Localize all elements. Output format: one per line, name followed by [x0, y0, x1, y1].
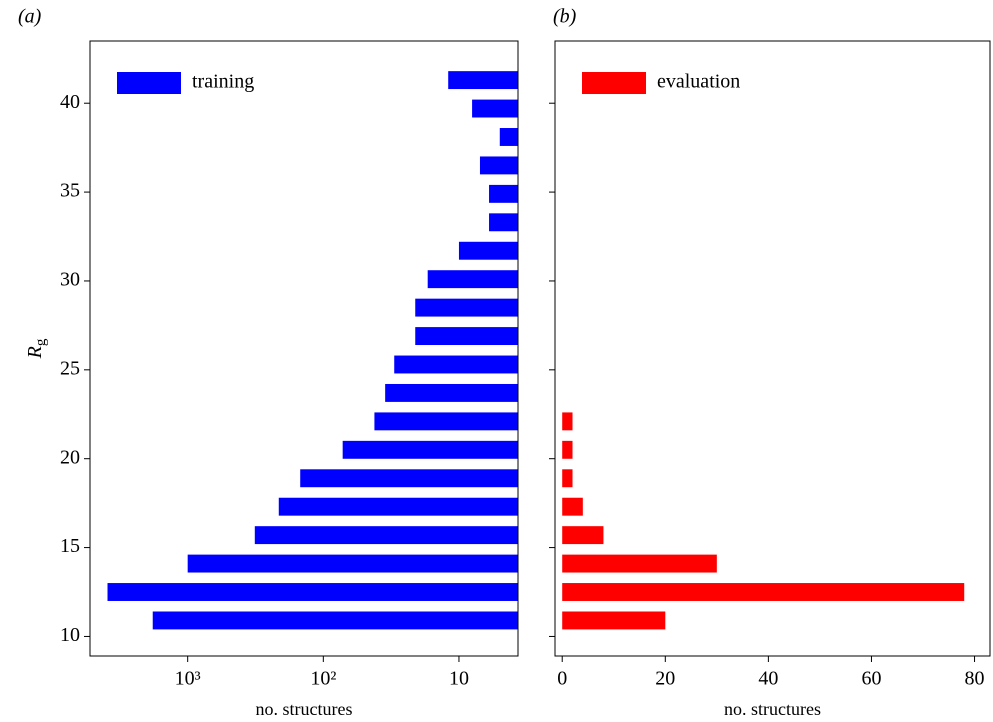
y-tick-label: 10 [60, 624, 80, 646]
bar [562, 526, 604, 545]
panel-label: (b) [553, 6, 577, 28]
x-tick-label: 0 [557, 668, 567, 690]
bar [278, 497, 518, 516]
bar [458, 241, 518, 260]
x-tick-label: 10² [310, 668, 336, 690]
bar [562, 554, 717, 573]
bar [300, 469, 518, 488]
legend-label: training [192, 71, 254, 93]
bar [415, 327, 518, 346]
bar [448, 71, 518, 90]
panel-label: (a) [18, 6, 42, 28]
bar [489, 184, 518, 203]
bar [562, 497, 583, 516]
bar [152, 611, 519, 630]
y-tick-label: 15 [60, 535, 80, 557]
bar [187, 554, 518, 573]
axes-frame [89, 40, 519, 657]
bar [427, 270, 518, 289]
bar [342, 440, 518, 459]
bar [254, 526, 518, 545]
bar [489, 213, 518, 232]
bar [562, 469, 573, 488]
x-axis-label: no. structures [256, 699, 353, 719]
y-tick-label: 20 [60, 446, 80, 468]
x-tick-label: 20 [655, 668, 675, 690]
bar [107, 583, 518, 601]
bar [499, 128, 518, 146]
bar [394, 355, 518, 374]
y-axis-label-sub: g [33, 338, 49, 346]
x-tick-label: 40 [758, 668, 778, 690]
y-tick-label: 30 [60, 269, 80, 291]
y-tick-label: 40 [60, 91, 80, 113]
bar [562, 583, 965, 601]
y-tick-label: 35 [60, 180, 80, 202]
x-tick-label: 80 [965, 668, 985, 690]
x-tick-label: 60 [861, 668, 881, 690]
legend-swatch [117, 72, 181, 94]
bar [374, 412, 518, 431]
x-tick-label: 10³ [175, 668, 201, 690]
x-tick-label: 10 [449, 668, 469, 690]
bar [415, 298, 518, 317]
bar [385, 383, 518, 402]
y-axis-label-main: R [24, 346, 46, 359]
bar [562, 611, 666, 630]
bar [472, 99, 518, 118]
x-axis-label: no. structures [724, 699, 821, 719]
bar [562, 440, 573, 459]
bar [562, 412, 573, 431]
y-tick-label: 25 [60, 357, 80, 379]
axes-frame [554, 40, 991, 657]
y-axis-label: Rg [24, 338, 50, 359]
bar [479, 156, 518, 175]
legend-swatch [582, 72, 646, 94]
legend-label: evaluation [657, 71, 740, 93]
